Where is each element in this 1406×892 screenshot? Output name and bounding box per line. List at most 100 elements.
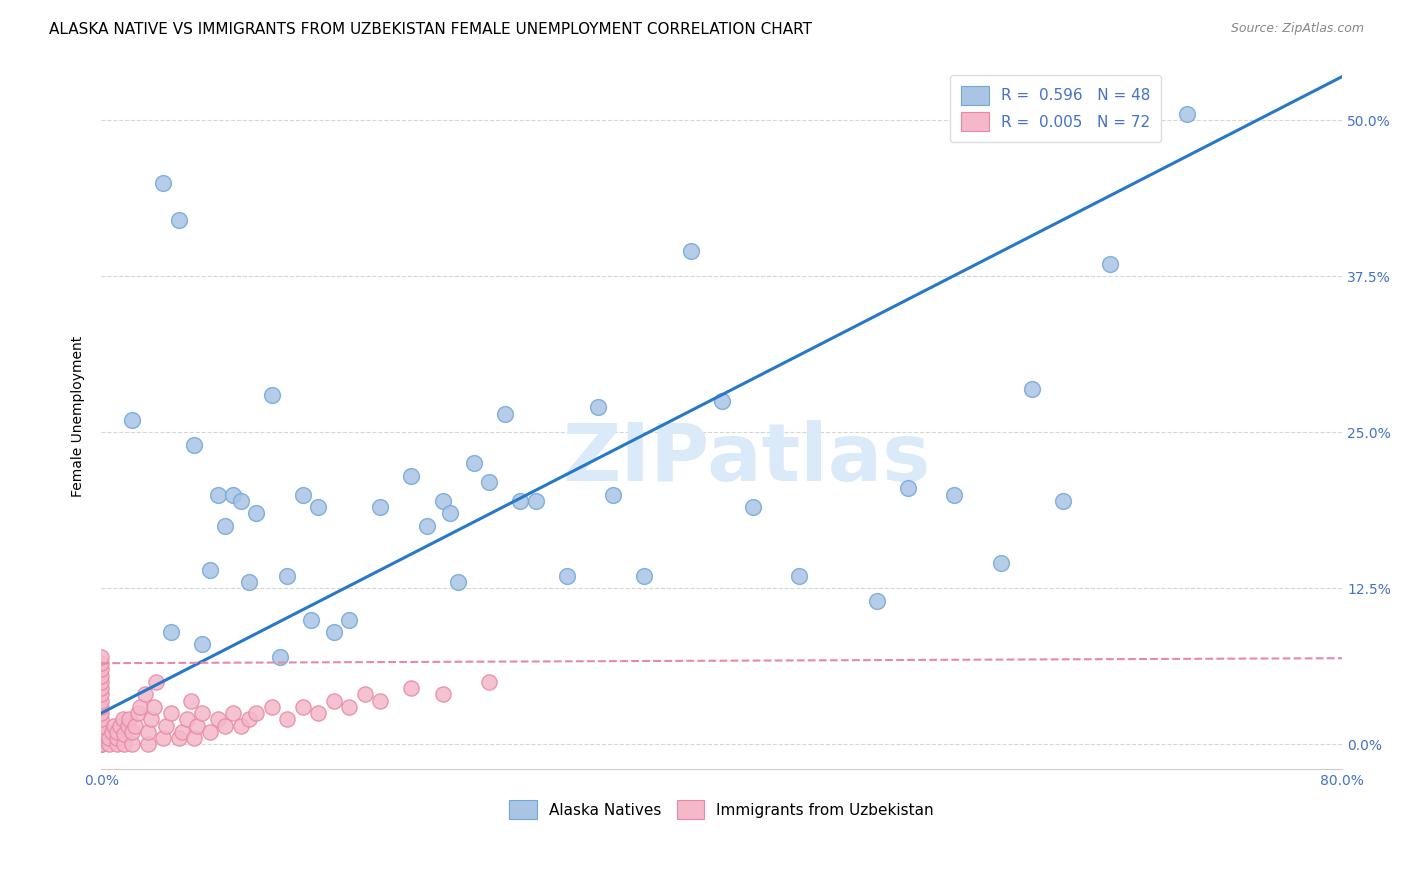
Text: ALASKA NATIVE VS IMMIGRANTS FROM UZBEKISTAN FEMALE UNEMPLOYMENT CORRELATION CHAR: ALASKA NATIVE VS IMMIGRANTS FROM UZBEKIS… — [49, 22, 813, 37]
Point — [245, 507, 267, 521]
Point — [478, 674, 501, 689]
Point — [260, 699, 283, 714]
Point — [114, 727, 136, 741]
Point — [136, 724, 159, 739]
Point — [207, 712, 229, 726]
Point — [121, 737, 143, 751]
Point — [339, 699, 361, 714]
Point — [152, 731, 174, 745]
Point — [229, 494, 252, 508]
Point — [90, 699, 112, 714]
Point — [90, 737, 112, 751]
Point — [183, 731, 205, 745]
Point — [191, 706, 214, 720]
Point — [602, 488, 624, 502]
Point — [198, 563, 221, 577]
Point — [155, 718, 177, 732]
Legend: Alaska Natives, Immigrants from Uzbekistan: Alaska Natives, Immigrants from Uzbekist… — [503, 794, 941, 825]
Point — [276, 569, 298, 583]
Point — [142, 699, 165, 714]
Point — [787, 569, 810, 583]
Point — [586, 401, 609, 415]
Y-axis label: Female Unemployment: Female Unemployment — [72, 336, 86, 498]
Point — [214, 519, 236, 533]
Point — [322, 625, 344, 640]
Text: ZIPatlas: ZIPatlas — [562, 420, 931, 498]
Point — [401, 681, 423, 695]
Point — [90, 727, 112, 741]
Point — [322, 693, 344, 707]
Point — [90, 724, 112, 739]
Point — [299, 613, 322, 627]
Point — [494, 407, 516, 421]
Point — [136, 737, 159, 751]
Point — [90, 737, 112, 751]
Point — [111, 712, 134, 726]
Point — [90, 731, 112, 745]
Point — [1098, 257, 1121, 271]
Point — [222, 706, 245, 720]
Point — [180, 693, 202, 707]
Point — [276, 712, 298, 726]
Point — [943, 488, 966, 502]
Point — [186, 718, 208, 732]
Point — [198, 724, 221, 739]
Point — [90, 662, 112, 676]
Point — [129, 699, 152, 714]
Point — [897, 482, 920, 496]
Point — [245, 706, 267, 720]
Point — [90, 693, 112, 707]
Point — [101, 724, 124, 739]
Point — [307, 500, 329, 515]
Point — [98, 731, 121, 745]
Point — [90, 687, 112, 701]
Point — [118, 712, 141, 726]
Point — [176, 712, 198, 726]
Point — [1021, 382, 1043, 396]
Point — [167, 213, 190, 227]
Point — [307, 706, 329, 720]
Point — [90, 706, 112, 720]
Point — [1052, 494, 1074, 508]
Point — [339, 613, 361, 627]
Point — [866, 594, 889, 608]
Point — [90, 718, 112, 732]
Point — [555, 569, 578, 583]
Point — [214, 718, 236, 732]
Text: Source: ZipAtlas.com: Source: ZipAtlas.com — [1230, 22, 1364, 36]
Point — [134, 687, 156, 701]
Point — [463, 457, 485, 471]
Point — [260, 388, 283, 402]
Point — [127, 706, 149, 720]
Point — [105, 737, 128, 751]
Point — [105, 724, 128, 739]
Point — [152, 176, 174, 190]
Point — [710, 394, 733, 409]
Point — [139, 712, 162, 726]
Point — [183, 438, 205, 452]
Point — [238, 712, 260, 726]
Point — [416, 519, 439, 533]
Point — [990, 557, 1012, 571]
Point — [207, 488, 229, 502]
Point — [679, 244, 702, 259]
Point — [90, 737, 112, 751]
Point — [229, 718, 252, 732]
Point — [191, 638, 214, 652]
Point — [509, 494, 531, 508]
Point — [432, 494, 454, 508]
Point — [447, 575, 470, 590]
Point — [108, 718, 131, 732]
Point — [90, 650, 112, 665]
Point — [170, 724, 193, 739]
Point — [145, 674, 167, 689]
Point — [291, 699, 314, 714]
Point — [90, 674, 112, 689]
Point — [1175, 107, 1198, 121]
Point — [524, 494, 547, 508]
Point — [741, 500, 763, 515]
Point — [478, 475, 501, 490]
Point — [121, 413, 143, 427]
Point — [370, 693, 392, 707]
Point — [167, 731, 190, 745]
